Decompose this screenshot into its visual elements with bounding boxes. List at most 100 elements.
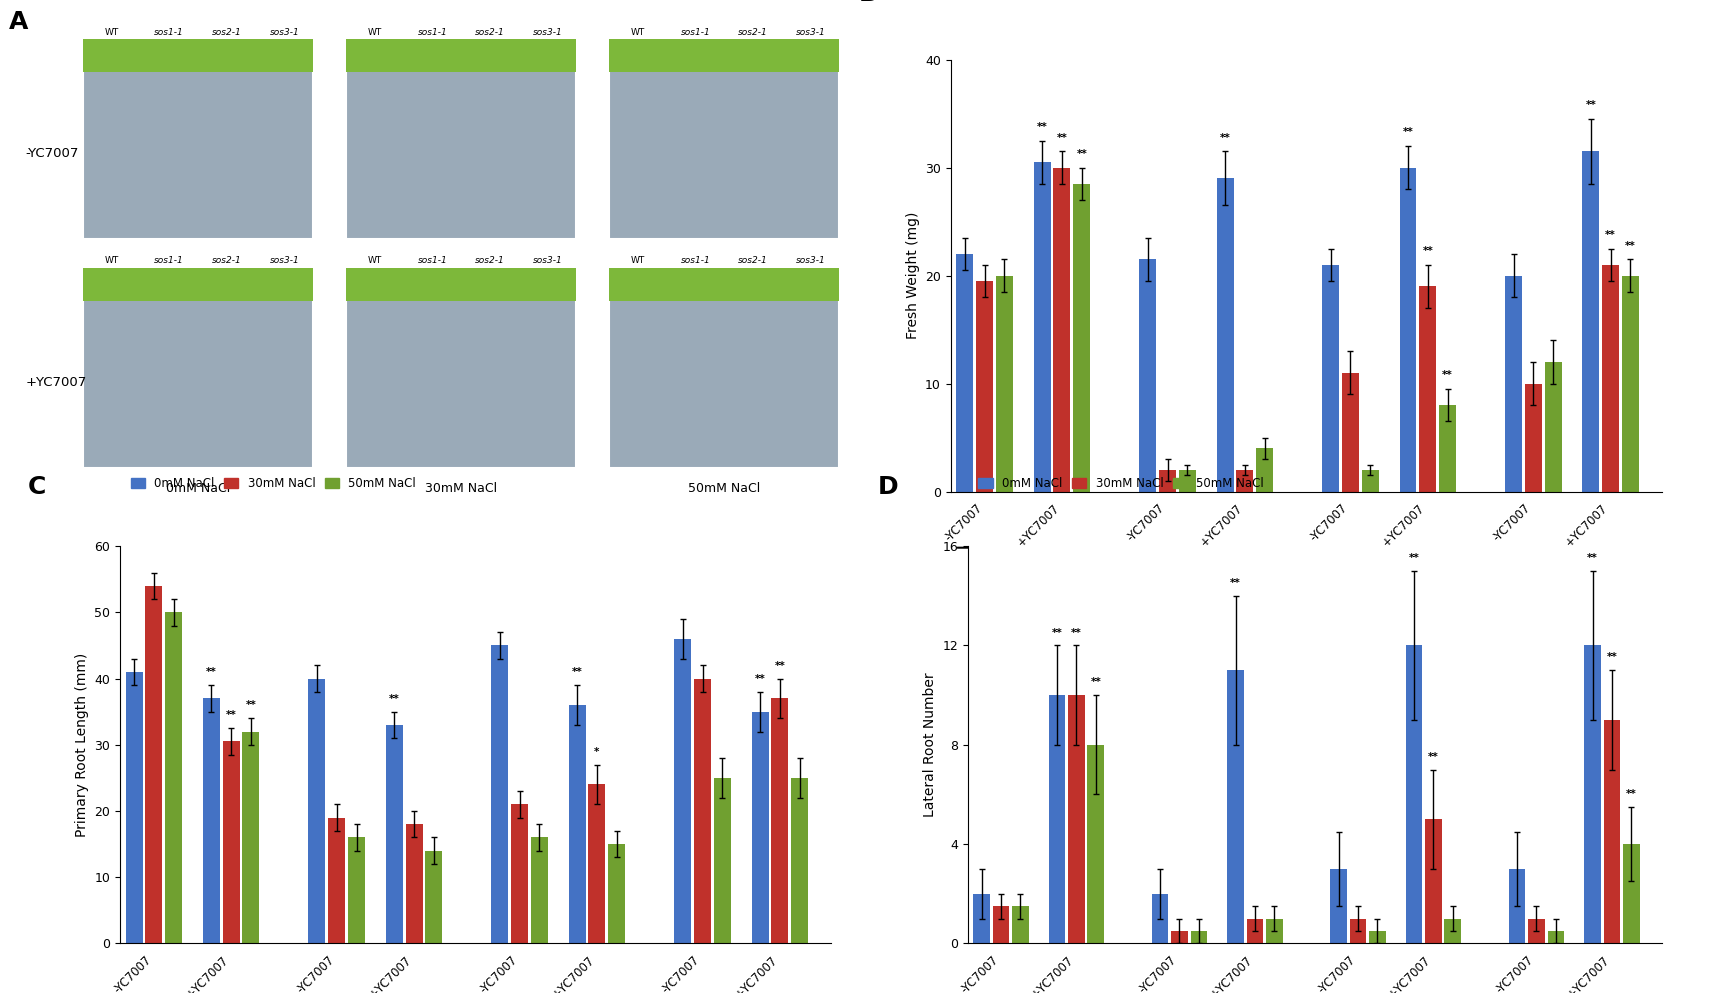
Bar <box>1053 168 1071 492</box>
Bar <box>1583 151 1600 492</box>
Bar <box>1179 470 1196 492</box>
Text: sos2-1: sos2-1 <box>212 28 242 37</box>
Bar <box>1139 259 1156 492</box>
Bar <box>406 824 423 943</box>
Text: *: * <box>594 747 600 757</box>
Text: sos1-1: sos1-1 <box>1185 582 1227 595</box>
Text: **: ** <box>226 710 236 720</box>
Text: sos1-1: sos1-1 <box>154 256 183 265</box>
Bar <box>348 837 365 943</box>
Bar <box>1151 894 1168 943</box>
Bar <box>1341 372 1358 492</box>
Bar <box>346 268 576 301</box>
Bar <box>1247 919 1262 943</box>
Bar <box>1509 869 1526 943</box>
Bar <box>1216 179 1233 492</box>
Text: **: ** <box>1071 628 1083 638</box>
Text: **: ** <box>1403 127 1413 137</box>
Bar <box>976 281 994 492</box>
Bar <box>425 851 442 943</box>
Bar <box>308 678 325 943</box>
Text: WT: WT <box>368 256 382 265</box>
Bar <box>82 268 313 301</box>
Y-axis label: Primary Root Length (mm): Primary Root Length (mm) <box>75 652 89 837</box>
Text: **: ** <box>1091 677 1101 687</box>
Bar <box>1191 931 1208 943</box>
Text: sos3-1: sos3-1 <box>269 28 300 37</box>
Bar <box>1074 184 1089 492</box>
Bar <box>1362 470 1379 492</box>
Text: **: ** <box>1429 752 1439 762</box>
Bar <box>610 268 839 468</box>
Text: sos2-1: sos2-1 <box>1369 582 1410 595</box>
Legend: 0mM NaCl, 30mM NaCl, 50mM NaCl: 0mM NaCl, 30mM NaCl, 50mM NaCl <box>973 473 1269 496</box>
Bar <box>510 804 528 943</box>
Text: **: ** <box>572 667 582 677</box>
Text: **: ** <box>1052 628 1062 638</box>
Bar <box>1444 919 1461 943</box>
Text: +YC7007: +YC7007 <box>26 375 87 388</box>
Bar <box>1048 695 1065 943</box>
Text: 0mM NaCl: 0mM NaCl <box>166 483 230 496</box>
Bar <box>994 906 1009 943</box>
Text: **: ** <box>389 694 399 704</box>
Bar <box>1622 275 1639 492</box>
Text: sos3-1: sos3-1 <box>1552 582 1593 595</box>
Bar <box>531 837 548 943</box>
Text: C: C <box>27 475 46 498</box>
Bar <box>146 586 163 943</box>
Bar <box>1266 919 1283 943</box>
Text: sos2-1: sos2-1 <box>738 256 767 265</box>
Bar <box>610 39 839 239</box>
Text: sos2-1: sos2-1 <box>475 256 505 265</box>
Text: sos3-1: sos3-1 <box>533 256 562 265</box>
Bar <box>1256 448 1273 492</box>
Bar <box>1160 470 1177 492</box>
Text: WT: WT <box>1014 582 1033 595</box>
Text: **: ** <box>1408 553 1420 563</box>
Text: WT: WT <box>104 28 118 37</box>
Bar <box>1545 361 1562 492</box>
Bar <box>82 268 313 468</box>
Y-axis label: Lateral Root Number: Lateral Root Number <box>923 672 937 817</box>
Text: **: ** <box>1057 133 1067 143</box>
Bar <box>1506 275 1523 492</box>
Text: 50mM NaCl: 50mM NaCl <box>689 483 761 496</box>
Bar <box>608 844 625 943</box>
Bar <box>569 705 586 943</box>
Bar <box>1547 931 1564 943</box>
Bar <box>1322 265 1340 492</box>
Bar <box>1400 168 1417 492</box>
Text: B: B <box>858 0 877 6</box>
Bar <box>346 39 576 72</box>
Bar <box>346 39 576 239</box>
Text: WT: WT <box>368 28 382 37</box>
Bar <box>82 39 313 239</box>
Bar <box>1237 470 1254 492</box>
Bar <box>1088 745 1103 943</box>
Text: sos3-1: sos3-1 <box>797 256 826 265</box>
Text: sos2-1: sos2-1 <box>212 256 242 265</box>
Bar <box>1425 819 1442 943</box>
Legend: 0mM NaCl, 30mM NaCl, 50mM NaCl: 0mM NaCl, 30mM NaCl, 50mM NaCl <box>956 0 1252 2</box>
Text: sos1-1: sos1-1 <box>418 28 447 37</box>
Bar <box>1069 695 1084 943</box>
Text: **: ** <box>1230 578 1240 588</box>
Bar <box>164 613 182 943</box>
Bar <box>714 778 731 943</box>
Legend: 0mM NaCl, 30mM NaCl, 50mM NaCl: 0mM NaCl, 30mM NaCl, 50mM NaCl <box>125 473 421 496</box>
Text: **: ** <box>1626 788 1636 798</box>
Bar <box>995 275 1012 492</box>
Bar <box>223 742 240 943</box>
Bar <box>1439 405 1456 492</box>
Bar <box>346 268 576 468</box>
Bar <box>82 39 313 72</box>
Bar <box>771 698 788 943</box>
Bar <box>1603 720 1620 943</box>
Text: sos1-1: sos1-1 <box>418 256 447 265</box>
Bar <box>125 672 142 943</box>
Text: D: D <box>877 475 898 498</box>
Bar <box>1406 645 1422 943</box>
Text: sos1-1: sos1-1 <box>680 28 711 37</box>
Text: sos3-1: sos3-1 <box>533 28 562 37</box>
